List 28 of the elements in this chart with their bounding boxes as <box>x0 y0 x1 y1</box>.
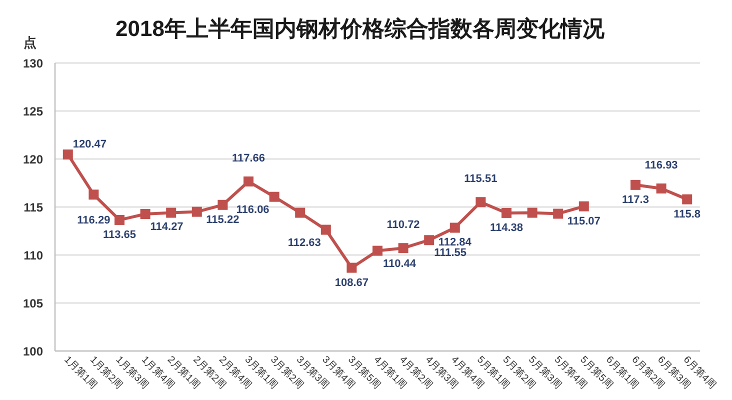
ytick: 115 <box>24 200 43 214</box>
data-label: 115.51 <box>464 173 498 186</box>
data-label: 115.8 <box>674 208 701 220</box>
data-label: 113.65 <box>102 229 136 241</box>
ytick: 105 <box>22 296 43 310</box>
data-label: 115.07 <box>567 215 600 228</box>
data-label: 116.06 <box>236 204 270 216</box>
data-label: 116.93 <box>644 160 678 172</box>
data-label: 120.47 <box>72 138 107 150</box>
data-label: 117.66 <box>232 152 266 164</box>
data-label: 114.27 <box>150 221 184 233</box>
title: 2018年上半年国内钢材价格综合指数各周变化情况 <box>116 16 604 41</box>
ytick: 125 <box>22 104 43 118</box>
ylabel: 点 <box>24 35 36 50</box>
data-label: 112.63 <box>288 236 321 249</box>
data-label: 116.29 <box>77 214 110 227</box>
data-label: 117.3 <box>622 194 649 206</box>
data-label: 110.44 <box>382 258 416 270</box>
data-label: 111.55 <box>434 247 467 260</box>
ytick: 100 <box>22 344 43 358</box>
ytick: 130 <box>22 56 43 70</box>
ytick: 110 <box>24 248 43 262</box>
data-label: 114.38 <box>490 222 524 234</box>
data-label: 108.67 <box>334 276 369 289</box>
data-label: 110.72 <box>386 219 420 232</box>
data-label: 115.22 <box>206 214 240 226</box>
data-label: 112.84 <box>438 236 472 249</box>
ytick: 120 <box>22 152 43 166</box>
